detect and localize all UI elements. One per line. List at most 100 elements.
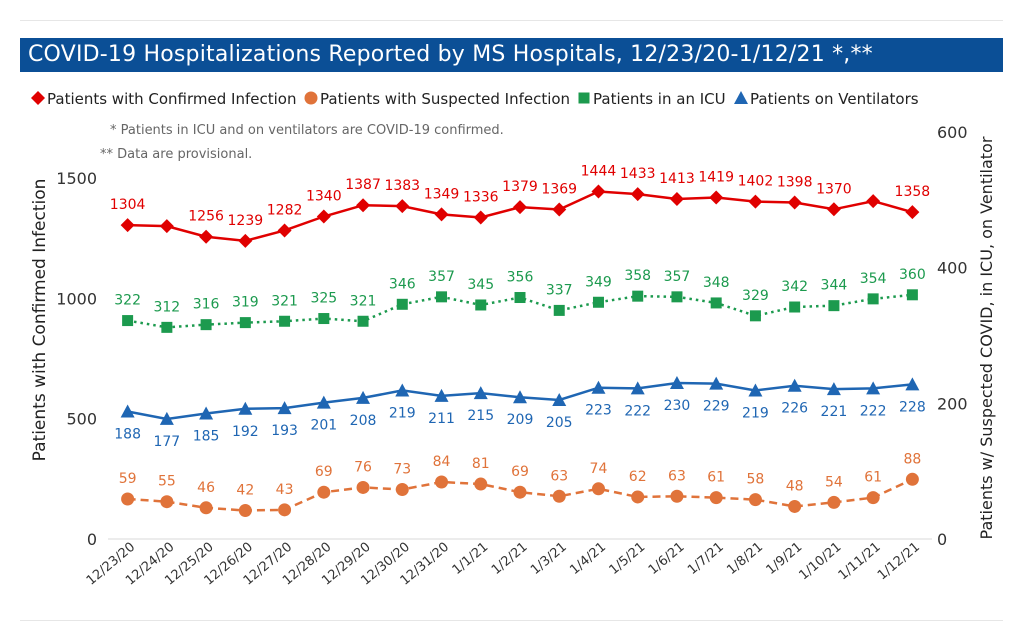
series-2-data-label: 55 [158, 474, 176, 490]
series-2-point [670, 489, 684, 503]
series-4-data-label: 193 [271, 423, 298, 439]
right-tick-label: 0 [937, 530, 947, 549]
series-1-data-label: 1336 [463, 189, 499, 205]
series-1-data-label: 1358 [895, 184, 931, 200]
series-1-point [316, 209, 331, 224]
series-3-point [906, 289, 918, 301]
series-4-point [356, 390, 371, 404]
series-4-point [669, 375, 684, 389]
series-1-data-label: 1304 [110, 197, 146, 213]
series-3-point [318, 313, 330, 325]
series-1-data-label: 1398 [777, 175, 813, 191]
series-3-data-label: 357 [428, 269, 455, 285]
series-3-data-label: 356 [507, 270, 534, 286]
series-4-data-label: 205 [546, 415, 573, 431]
series-2-data-label: 69 [315, 464, 333, 480]
x-tick-label: 1/4/21 [567, 540, 609, 578]
x-tick-label: 1/1/21 [450, 540, 492, 578]
series-3-point [789, 301, 801, 313]
right-axis-title: Patients w/ Suspected COVID, in ICU, on … [977, 136, 996, 539]
series-4-point [905, 377, 920, 391]
series-2-point [748, 493, 762, 507]
series-4-data-label: 211 [428, 411, 455, 427]
left-axis-title: Patients with Confirmed Infection [30, 179, 50, 462]
series-3-point [553, 304, 565, 316]
series-4-data-label: 230 [664, 398, 691, 414]
series-2-data-label: 73 [393, 461, 411, 477]
series-2-data-label: 84 [433, 454, 451, 470]
series-2-point [827, 495, 841, 509]
series-4-data-label: 223 [585, 403, 612, 419]
series-3-data-label: 325 [310, 291, 337, 307]
series-1-data-label: 1444 [581, 163, 617, 179]
series-1-point [238, 233, 253, 248]
series-2-data-label: 63 [668, 468, 686, 484]
series-3-data-label: 357 [664, 269, 691, 285]
series-2-point [709, 491, 723, 505]
series-4-data-label: 215 [467, 408, 494, 424]
series-3-point [828, 300, 840, 312]
series-2-point [788, 499, 802, 513]
series-line-3 [127, 293, 913, 329]
series-3-data-label: 321 [271, 293, 298, 309]
series-1-point [277, 223, 292, 238]
series-3-data-label: 354 [860, 271, 887, 287]
series-4-point [787, 378, 802, 392]
legend-label-1: Patients with Confirmed Infection [47, 90, 296, 108]
series-1-point [630, 187, 645, 202]
series-1-point [159, 219, 174, 234]
series-3-point [200, 319, 212, 331]
series-4-data-label: 221 [821, 404, 848, 420]
series-2-point [552, 489, 566, 503]
x-tick-label: 1/10/21 [796, 540, 844, 584]
note-provisional: ** Data are provisional. [100, 147, 252, 162]
series-4-point [866, 381, 881, 395]
series-3-point [475, 299, 487, 311]
series-2-data-label: 42 [236, 483, 254, 499]
series-3-point [671, 291, 683, 303]
series-2-data-label: 61 [707, 470, 725, 486]
series-4-data-label: 209 [507, 412, 534, 428]
series-3-data-label: 329 [742, 288, 769, 304]
series-line-2 [127, 478, 913, 512]
series-3-data-label: 344 [821, 278, 848, 294]
series-4-point [473, 386, 488, 400]
series-2-point [317, 485, 331, 499]
series-4-point [591, 380, 606, 394]
x-tick-label: 1/7/21 [685, 540, 727, 578]
series-3-data-label: 348 [703, 275, 730, 291]
left-tick-label: 500 [66, 410, 97, 429]
series-4-point [120, 404, 135, 418]
series-2-point [513, 485, 527, 499]
series-1-point [709, 190, 724, 205]
legend-label-3: Patients in an ICU [593, 90, 726, 108]
series-4-point [238, 401, 253, 415]
series-1-point [473, 210, 488, 225]
series-2-data-label: 61 [864, 470, 882, 486]
series-2-data-label: 76 [354, 459, 372, 475]
series-4-data-label: 226 [781, 401, 808, 417]
series-3-data-label: 321 [350, 293, 377, 309]
series-2-point [238, 504, 252, 518]
legend-label-4: Patients on Ventilators [750, 90, 919, 108]
series-1-point [513, 200, 527, 215]
series-3-data-label: 345 [467, 277, 494, 293]
series-2-point [905, 472, 919, 486]
series-3-data-label: 312 [153, 299, 180, 315]
top-divider [20, 20, 1003, 21]
left-tick-label: 0 [87, 530, 97, 549]
series-1-data-label: 1413 [659, 171, 695, 187]
x-tick-label: 1/2/21 [489, 540, 531, 578]
series-2-point [199, 501, 213, 515]
x-tick-label: 1/6/21 [646, 540, 688, 578]
series-4-point [709, 376, 724, 390]
series-1-point [120, 218, 135, 233]
series-4-data-label: 185 [193, 429, 220, 445]
series-3-point [239, 317, 251, 329]
series-4-data-label: 219 [389, 405, 416, 421]
series-2-point [356, 480, 370, 494]
series-1-point [866, 194, 881, 209]
series-2-point [121, 492, 135, 506]
series-1-point [669, 191, 684, 206]
series-3-point [632, 290, 644, 302]
